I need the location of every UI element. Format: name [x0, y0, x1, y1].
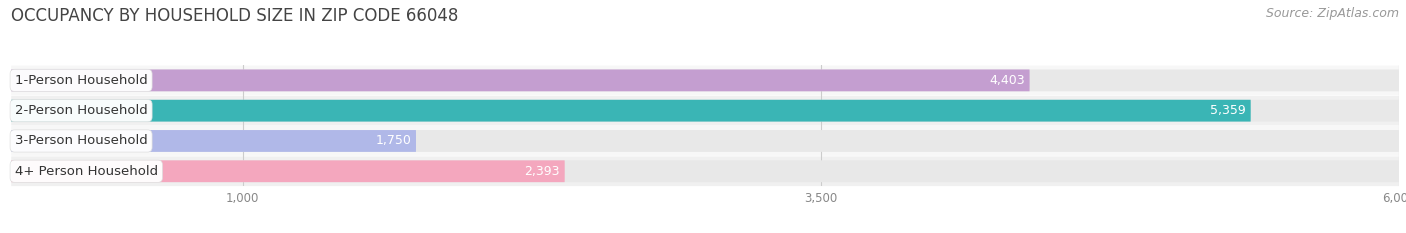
FancyBboxPatch shape — [11, 160, 1399, 182]
Text: 2-Person Household: 2-Person Household — [14, 104, 148, 117]
Text: 1,750: 1,750 — [375, 134, 412, 147]
Text: 3-Person Household: 3-Person Household — [14, 134, 148, 147]
FancyBboxPatch shape — [11, 126, 1399, 156]
Text: 4,403: 4,403 — [990, 74, 1025, 87]
Text: Source: ZipAtlas.com: Source: ZipAtlas.com — [1265, 7, 1399, 20]
FancyBboxPatch shape — [11, 130, 1399, 152]
FancyBboxPatch shape — [11, 65, 1399, 95]
Text: 5,359: 5,359 — [1211, 104, 1246, 117]
FancyBboxPatch shape — [11, 100, 1399, 122]
FancyBboxPatch shape — [11, 156, 1399, 186]
FancyBboxPatch shape — [11, 160, 565, 182]
FancyBboxPatch shape — [11, 130, 416, 152]
Text: OCCUPANCY BY HOUSEHOLD SIZE IN ZIP CODE 66048: OCCUPANCY BY HOUSEHOLD SIZE IN ZIP CODE … — [11, 7, 458, 25]
Text: 2,393: 2,393 — [524, 165, 560, 178]
Text: 1-Person Household: 1-Person Household — [14, 74, 148, 87]
FancyBboxPatch shape — [11, 96, 1399, 126]
FancyBboxPatch shape — [11, 100, 1251, 122]
Text: 4+ Person Household: 4+ Person Household — [14, 165, 157, 178]
FancyBboxPatch shape — [11, 69, 1399, 91]
FancyBboxPatch shape — [11, 69, 1029, 91]
